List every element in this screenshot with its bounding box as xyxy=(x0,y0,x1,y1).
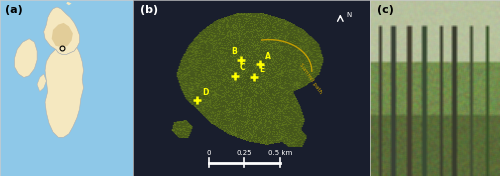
Text: Summit path: Summit path xyxy=(298,62,322,95)
Polygon shape xyxy=(44,7,80,55)
Text: A: A xyxy=(265,52,270,61)
Text: N: N xyxy=(346,12,352,18)
Polygon shape xyxy=(37,74,46,92)
Text: D: D xyxy=(202,88,208,97)
Text: C: C xyxy=(240,63,246,72)
Text: B: B xyxy=(231,47,237,56)
Polygon shape xyxy=(66,2,71,5)
Text: (a): (a) xyxy=(6,5,23,15)
Text: 0.25: 0.25 xyxy=(236,150,252,156)
Polygon shape xyxy=(45,48,84,137)
Text: 0: 0 xyxy=(206,150,211,156)
Polygon shape xyxy=(52,23,73,48)
Text: 0.5 km: 0.5 km xyxy=(268,150,292,156)
Text: (b): (b) xyxy=(140,5,158,15)
Text: E: E xyxy=(259,65,264,74)
Text: (c): (c) xyxy=(376,5,394,15)
Polygon shape xyxy=(14,39,37,77)
